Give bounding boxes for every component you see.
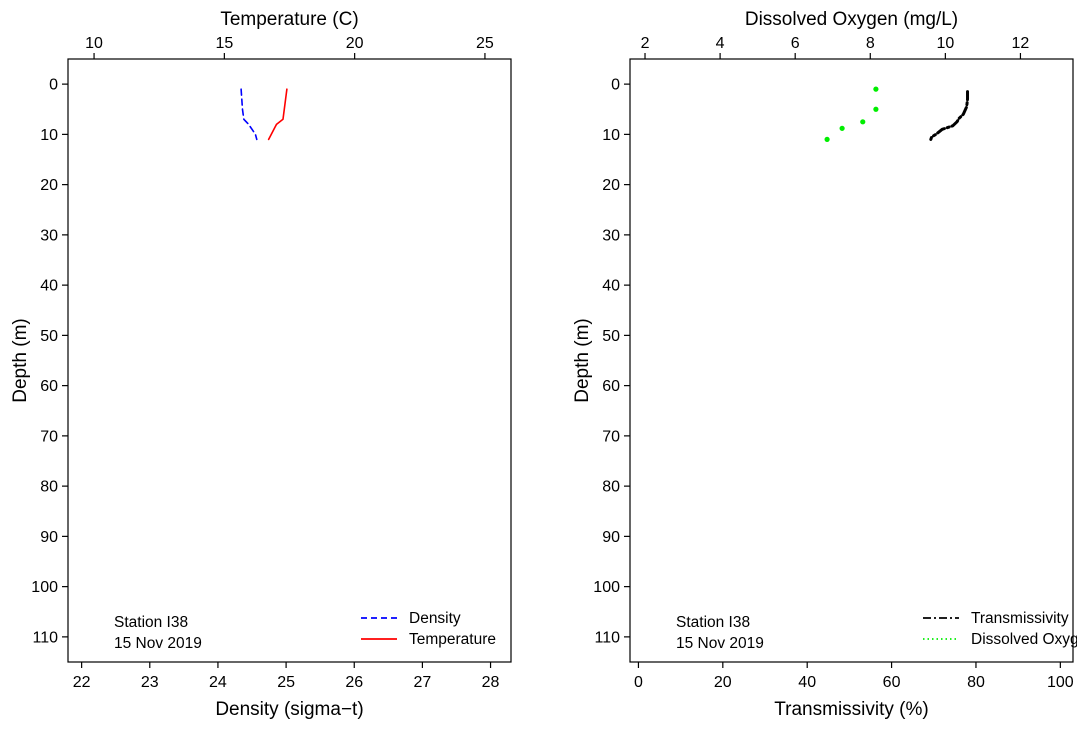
y-tick-label: 40 [602,278,620,295]
bottom-axis-title: Density (sigma−t) [215,699,363,720]
y-tick-label: 60 [40,378,58,395]
y-tick-label: 80 [40,479,58,496]
top-tick-label: 8 [866,35,875,52]
dissolved-oxygen-point [873,106,879,112]
top-axis-title: Dissolved Oxygen (mg/L) [745,9,958,30]
top-tick-label: 2 [641,35,650,52]
date-label: 15 Nov 2019 [676,635,764,652]
top-tick-label: 25 [476,35,494,52]
station-label: Station I38 [676,614,750,631]
top-tick-label: 15 [215,35,233,52]
right-panel-transmissivity-oxygen: 0 10 20 30 40 50 60 70 80 90 100 110 0 20 40 60 80 100 2 4 6… [572,9,1077,720]
top-tick-label: 4 [716,35,725,52]
bottom-tick-label: 24 [209,674,227,691]
bottom-tick-label: 20 [714,674,732,691]
top-tick-label: 10 [936,35,954,52]
y-tick-label: 100 [31,579,58,596]
bottom-axis-title: Transmissivity (%) [774,699,928,720]
bottom-tick-label: 27 [414,674,432,691]
left-panel-density-temperature: 0 10 20 30 40 50 60 70 80 90 100 110 22 23 24 25 26 27 28 1… [10,9,512,720]
dissolved-oxygen-point [824,136,830,142]
legend-label: Temperature [409,631,496,648]
y-axis-title: Depth (m) [10,318,31,402]
y-tick-label: 0 [49,77,58,94]
top-axis-title: Temperature (C) [220,9,358,30]
density-line [240,88,258,141]
top-tick-label: 10 [85,35,103,52]
y-tick-label: 110 [594,629,620,646]
transmissivity-line [929,90,970,141]
bottom-tick-label: 25 [277,674,295,691]
y-tick-label: 110 [32,629,58,646]
station-label: Station I38 [114,614,188,631]
y-tick-label: 60 [602,378,620,395]
bottom-tick-label: 40 [798,674,816,691]
bottom-tick-label: 26 [345,674,363,691]
y-tick-label: 0 [611,77,620,94]
temperature-line [267,88,288,141]
y-tick-label: 50 [40,328,58,345]
plot-frame [629,58,1074,663]
dissolved-oxygen-point [873,86,879,92]
y-tick-label: 100 [593,579,620,596]
legend-label: Density [409,610,461,627]
bottom-tick-label: 23 [141,674,159,691]
y-tick-label: 90 [40,529,58,546]
bottom-tick-label: 60 [883,674,901,691]
y-tick-label: 50 [602,328,620,345]
dissolved-oxygen-point [860,119,866,125]
bottom-tick-label: 80 [967,674,985,691]
legend-label: Dissolved Oxygen [971,631,1077,648]
y-tick-label: 40 [40,278,58,295]
y-tick-label: 80 [602,479,620,496]
plot-frame [67,58,512,663]
y-tick-label: 10 [602,127,620,144]
y-tick-label: 10 [40,127,58,144]
date-label: 15 Nov 2019 [114,635,202,652]
y-tick-label: 30 [602,227,620,244]
bottom-tick-label: 0 [634,674,643,691]
top-tick-label: 6 [791,35,800,52]
y-axis-title: Depth (m) [572,318,593,402]
y-tick-label: 20 [40,177,58,194]
dissolved-oxygen-point [839,125,845,131]
y-tick-label: 70 [40,428,58,445]
bottom-tick-label: 28 [482,674,500,691]
top-tick-label: 20 [346,35,364,52]
bottom-tick-label: 22 [73,674,91,691]
bottom-tick-label: 100 [1047,674,1074,691]
y-tick-label: 30 [40,227,58,244]
legend-label: Transmissivity [971,610,1069,627]
y-tick-label: 20 [602,177,620,194]
y-tick-label: 70 [602,428,620,445]
top-tick-label: 12 [1012,35,1030,52]
y-tick-label: 90 [602,529,620,546]
